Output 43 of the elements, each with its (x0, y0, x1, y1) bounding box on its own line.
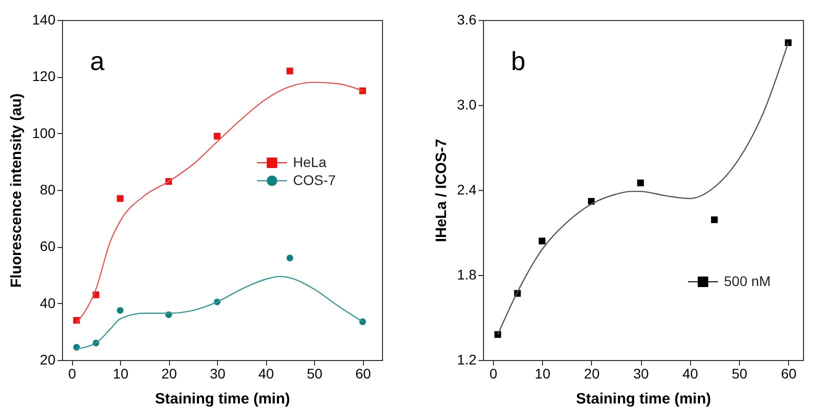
point (214, 132, 221, 140)
y-axis-title: IHeLa / ICOS-7 (433, 138, 450, 242)
x-tick-label: 40 (258, 366, 274, 382)
point (286, 254, 294, 262)
y-tick-label: 60 (40, 238, 56, 254)
point (286, 68, 294, 74)
point (116, 307, 124, 314)
y-tick-label: 3.6 (457, 12, 477, 28)
x-tick-label: 20 (161, 366, 178, 382)
y-tick-label: 1.8 (457, 266, 477, 282)
point (116, 195, 124, 202)
x-tick-label: 20 (584, 366, 600, 382)
legend-label: HeLa (293, 154, 327, 170)
x-tick-label: 0 (68, 366, 76, 382)
y-axis-title: Fluorescence intensity (au) (8, 93, 26, 288)
x-tick-label: 0 (489, 366, 498, 382)
annotation: a (90, 46, 105, 76)
x-tick-label: 60 (780, 366, 797, 382)
x-tick-label: 30 (633, 366, 650, 382)
point (711, 216, 718, 224)
y-tick-label: 40 (40, 294, 56, 311)
x-axis-title: Staining time (min) (576, 390, 712, 408)
y-tick-label: 3.0 (457, 96, 477, 112)
x-tick-label: 50 (732, 366, 748, 382)
y-tick-label: 120 (32, 68, 56, 84)
x-tick-label: 60 (355, 366, 372, 382)
legend-label: COS-7 (293, 172, 336, 188)
y-tick-label: 1.2 (457, 352, 477, 368)
x-tick-label: 40 (682, 366, 698, 382)
y-tick-label: 2.4 (457, 182, 477, 198)
legend-label: 500 nM (724, 272, 771, 289)
x-tick-label: 10 (534, 366, 551, 382)
y-tick-label: 20 (40, 352, 56, 368)
x-axis-title: Staining time (min) (155, 390, 290, 408)
x-tick-label: 10 (112, 366, 129, 382)
y-tick-label: 80 (40, 182, 56, 198)
annotation: b (511, 46, 526, 76)
point (538, 238, 546, 244)
x-tick-label: 50 (306, 366, 323, 382)
x-tick-label: 30 (210, 366, 226, 382)
point (637, 180, 644, 186)
y-tick-label: 140 (32, 12, 56, 28)
y-tick-label: 100 (32, 124, 56, 141)
